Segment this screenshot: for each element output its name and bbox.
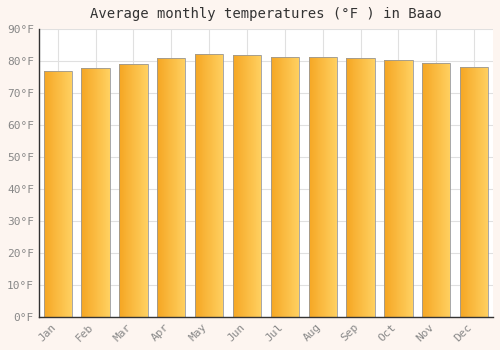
Bar bbox=[346, 58, 375, 317]
Bar bbox=[270, 57, 299, 317]
Title: Average monthly temperatures (°F ) in Baao: Average monthly temperatures (°F ) in Ba… bbox=[90, 7, 442, 21]
Bar bbox=[119, 64, 148, 317]
Bar bbox=[422, 63, 450, 317]
Bar bbox=[195, 54, 224, 317]
Bar bbox=[82, 68, 110, 317]
Bar bbox=[460, 67, 488, 317]
Bar bbox=[308, 57, 337, 317]
Bar bbox=[157, 58, 186, 317]
Bar bbox=[44, 71, 72, 317]
Bar bbox=[384, 60, 412, 317]
Bar bbox=[233, 55, 261, 317]
